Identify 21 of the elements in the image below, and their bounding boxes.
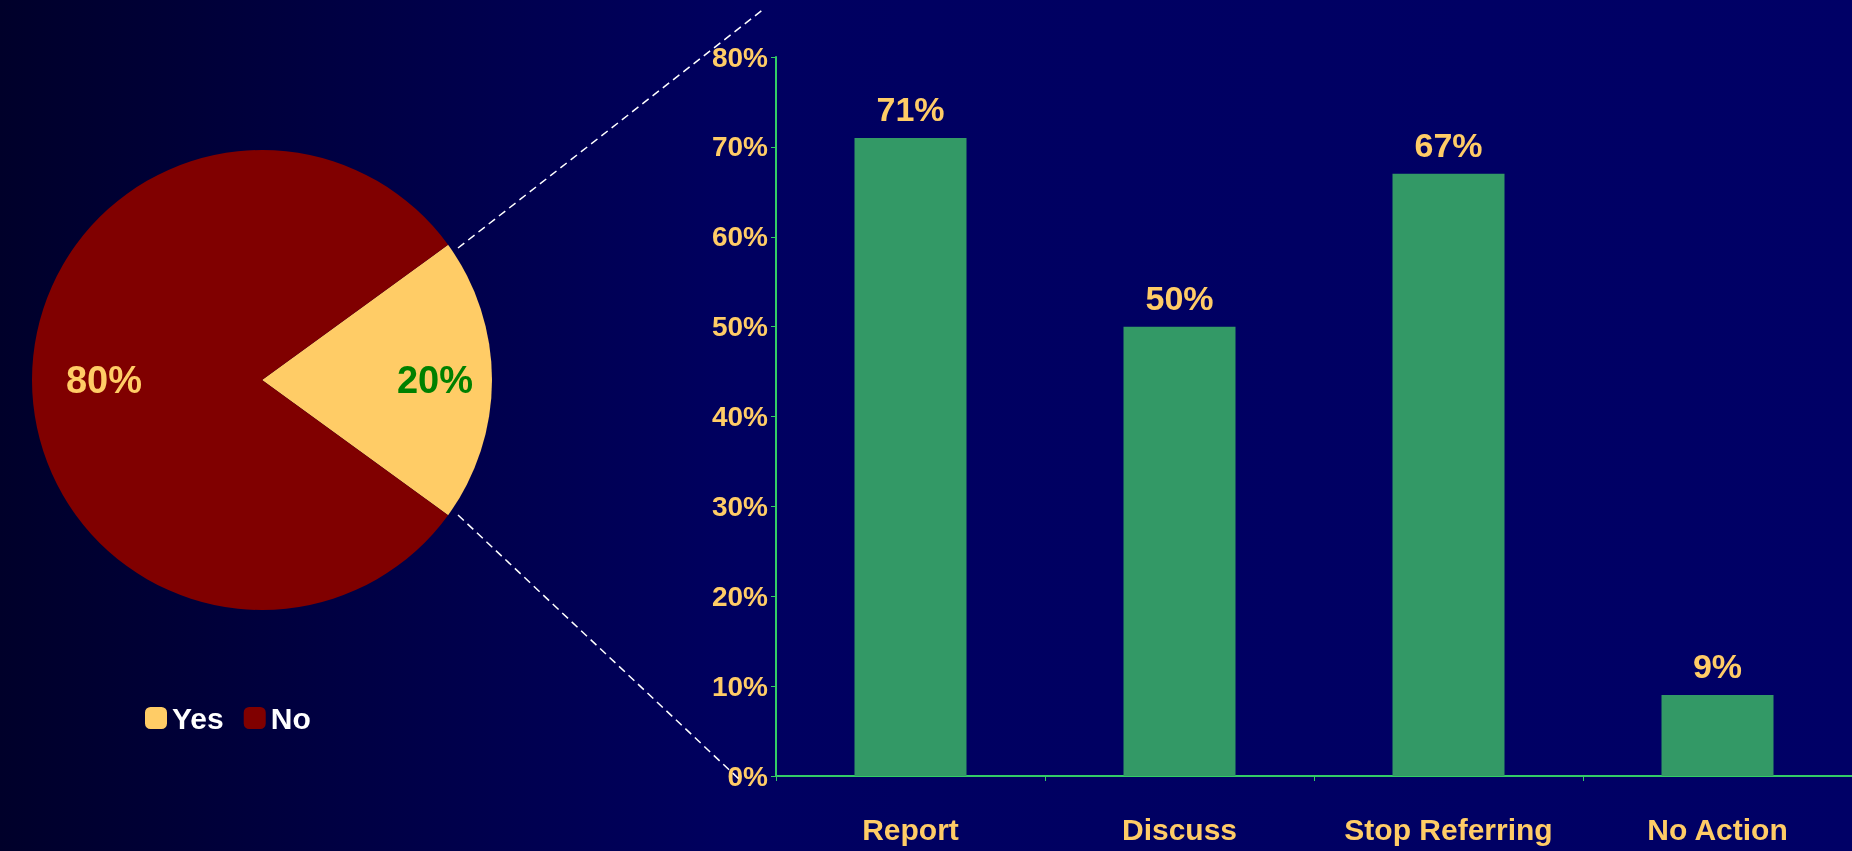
- y-tick-label: 40%: [711, 401, 769, 432]
- y-tick-label: 10%: [711, 670, 769, 702]
- y-tick-label: 20%: [711, 580, 769, 612]
- y-tick-label: 30%: [711, 490, 769, 522]
- y-tick-label: 50%: [711, 311, 769, 343]
- x-tick-label: No Action: [1647, 812, 1788, 846]
- data-label: 9%: [1692, 647, 1743, 686]
- data-label: 67%: [1414, 125, 1483, 164]
- legend-label: No: [270, 701, 311, 735]
- x-tick-label: Stop Referring: [1344, 812, 1553, 846]
- y-tick-label: 80%: [711, 41, 769, 73]
- data-label: 80%: [65, 359, 143, 401]
- legend-label: Yes: [172, 701, 224, 735]
- x-tick-label: Discuss: [1121, 812, 1238, 846]
- y-tick-label: 70%: [711, 131, 769, 163]
- y-tick-label: 60%: [711, 221, 769, 253]
- data-label: 50%: [1145, 278, 1214, 317]
- data-label: 20%: [396, 359, 474, 401]
- x-tick-label: Report: [862, 812, 959, 846]
- data-label: 71%: [876, 89, 945, 128]
- y-tick-label: 0%: [727, 760, 769, 792]
